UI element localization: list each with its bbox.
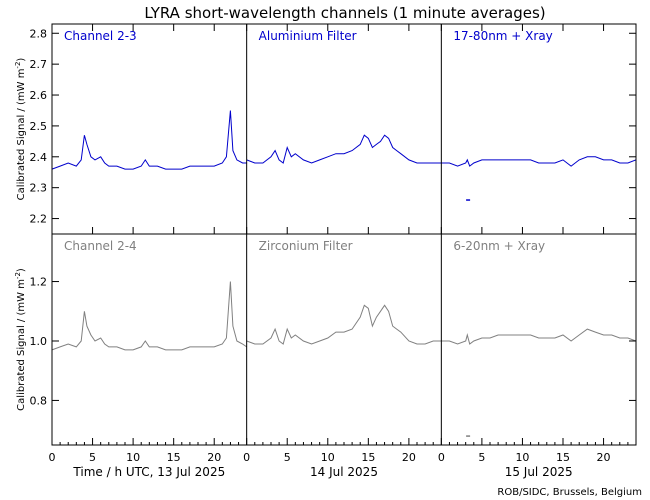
panel-label-row0-panel2: 17-80nm + Xray: [453, 29, 552, 43]
panel-label-row1-panel2: 6-20nm + Xray: [453, 239, 545, 253]
panel-label-row1-panel1: Zirconium Filter: [259, 239, 353, 253]
y-tick-label-row1-2: 1.2: [30, 276, 48, 289]
x-tick-label-0-4: 20: [207, 451, 221, 464]
y-tick-label-row1-0: 0.8: [30, 394, 48, 407]
panel-label-row0-panel0: Channel 2-3: [64, 29, 137, 43]
series-line-row0-panel0: [51, 110, 247, 170]
series-line-row1-panel1: [246, 304, 442, 345]
day-label-1: 14 Jul 2025: [310, 465, 378, 479]
credit-text: ROB/SIDC, Brussels, Belgium: [497, 487, 642, 498]
series-line-row0-panel2: [441, 156, 637, 167]
x-tick-label-2-1: 5: [478, 451, 485, 464]
x-tick-label-2-2: 10: [515, 451, 529, 464]
x-tick-label-2-4: 20: [597, 451, 611, 464]
y-tick-label-row0-2: 2.4: [30, 151, 48, 164]
x-tick-label-0-0: 0: [49, 451, 56, 464]
x-tick-label-2-0: 0: [438, 451, 445, 464]
x-tick-label-0-1: 5: [89, 451, 96, 464]
day-label-0: Time / h UTC, 13 Jul 2025: [72, 465, 225, 479]
x-tick-label-1-1: 5: [284, 451, 291, 464]
x-tick-label-1-3: 15: [361, 451, 375, 464]
plot-area: Channel 2-3 Aluminium Filter 17-80nm + Xra…: [14, 23, 637, 479]
series-line-row1-panel0: [51, 281, 247, 351]
x-tick-label-1-2: 10: [321, 451, 335, 464]
y-tick-label-row0-1: 2.3: [30, 182, 48, 195]
y-tick-label-row0-3: 2.5: [30, 120, 48, 133]
x-tick-label-0-2: 10: [126, 451, 140, 464]
day-label-2: 15 Jul 2025: [505, 465, 573, 479]
x-tick-label-0-3: 15: [167, 451, 181, 464]
y-axis-label-row1: Calibrated Signal / (mW m-2): [14, 268, 27, 411]
chart-title: LYRA short-wavelength channels (1 minute…: [144, 4, 545, 22]
y-tick-label-row0-5: 2.7: [30, 58, 48, 71]
series-line-row0-panel1: [246, 134, 442, 164]
y-tick-label-row0-6: 2.8: [30, 27, 48, 40]
series-line-row1-panel2: [441, 328, 637, 345]
y-tick-label-row0-0: 2.2: [30, 213, 48, 226]
x-tick-label-2-3: 15: [556, 451, 570, 464]
y-axis-label-row0: Calibrated Signal / (mW m-2): [14, 58, 27, 201]
y-tick-label-row0-4: 2.6: [30, 89, 48, 102]
panel-label-row0-panel1: Aluminium Filter: [259, 29, 357, 43]
panel-label-row1-panel0: Channel 2-4: [64, 239, 137, 253]
x-tick-label-1-0: 0: [243, 451, 250, 464]
x-tick-label-1-4: 20: [402, 451, 416, 464]
y-tick-label-row1-1: 1.0: [30, 335, 48, 348]
